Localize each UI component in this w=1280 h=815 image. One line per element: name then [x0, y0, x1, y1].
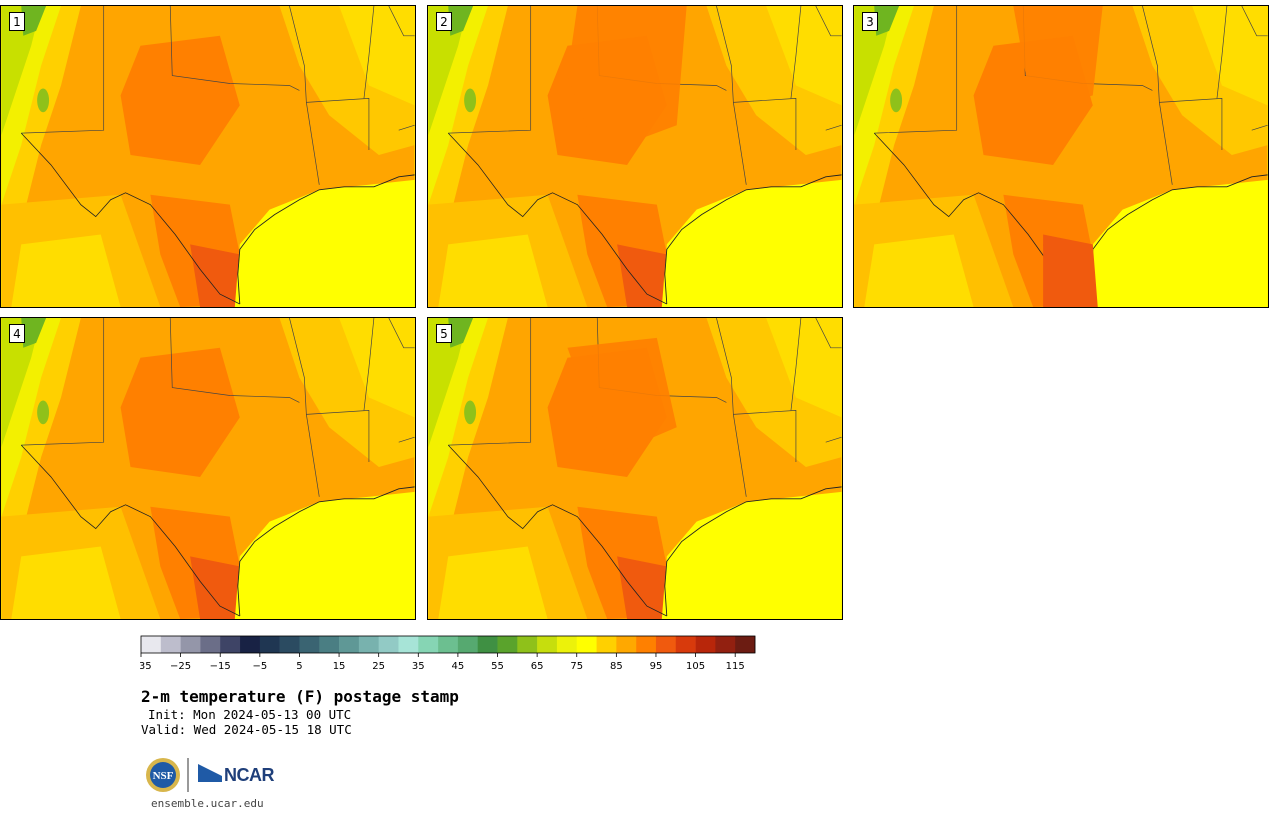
map-panel-1: 1 — [0, 5, 416, 308]
colorbar-swatch — [398, 636, 419, 653]
colorbar-tick-label: 15 — [333, 661, 346, 672]
colorbar-swatch — [279, 636, 300, 653]
panel-label: 3 — [862, 12, 878, 31]
colorbar-tick-label: 55 — [491, 661, 504, 672]
colorbar-tick-label: 105 — [686, 661, 705, 672]
colorbar-swatch — [735, 636, 756, 653]
colorbar-tick-label: −25 — [170, 661, 191, 672]
init-time: Init: Mon 2024-05-13 00 UTC — [148, 707, 352, 722]
colorbar-frame — [140, 635, 756, 654]
map-panel-5: 5 — [427, 317, 843, 620]
panel-label: 1 — [9, 12, 25, 31]
map-panel-2: 2 — [427, 5, 843, 308]
colorbar-swatch — [596, 636, 617, 653]
colorbar-swatch — [240, 636, 261, 653]
colorbar-tick-label: 85 — [610, 661, 623, 672]
colorbar-swatch — [457, 636, 479, 653]
colorbar-tick-label: 115 — [726, 661, 745, 672]
temperature-map — [854, 6, 1268, 307]
colorbar-tick-label: 75 — [570, 661, 583, 672]
panel-label: 2 — [436, 12, 452, 31]
colorbar-swatch — [259, 636, 280, 653]
nsf-text: NSF — [153, 770, 174, 782]
colorbar-swatch — [636, 636, 657, 653]
map-panel-4: 4 — [0, 317, 416, 620]
colorbar-swatch — [319, 636, 340, 653]
temperature-map — [1, 6, 415, 307]
colorbar-tick-label: 45 — [452, 661, 465, 672]
figure-title: 2-m temperature (F) postage stamp — [141, 687, 459, 706]
colorbar-swatch — [299, 636, 320, 653]
colorbar-tick-label: 65 — [531, 661, 544, 672]
colorbar-tick-label: −5 — [252, 661, 267, 672]
colorbar: −35 −25 −15 −5 5 15 25 35 45 55 65 75 85 95 105 115 — [140, 635, 756, 672]
temperature-map — [428, 318, 842, 619]
colorbar-tick-label: 35 — [412, 661, 425, 672]
colorbar-swatch — [339, 636, 360, 653]
colorbar-swatch — [497, 636, 518, 653]
colorbar-swatch — [180, 636, 201, 653]
colorbar-swatch — [141, 636, 162, 653]
colorbar-swatch — [695, 636, 716, 653]
colorbar-tick-label: −15 — [210, 661, 231, 672]
temperature-map — [1, 318, 415, 619]
colorbar-tick-label: 95 — [650, 661, 663, 672]
colorbar-swatch — [517, 636, 538, 653]
colorbar-swatch — [655, 636, 677, 653]
colorbar-swatch — [715, 636, 736, 653]
colorbar-swatch — [378, 636, 399, 653]
colorbar-tick-label: −35 — [140, 661, 152, 672]
temperature-map — [428, 6, 842, 307]
valid-time: Valid: Wed 2024-05-15 18 UTC — [141, 722, 352, 737]
site-url[interactable]: ensemble.ucar.edu — [151, 797, 264, 810]
colorbar-swatch — [358, 636, 379, 653]
colorbar-swatch — [675, 636, 696, 653]
colorbar-swatch — [537, 636, 558, 653]
ncar-text: NCAR — [224, 765, 275, 785]
colorbar-swatch — [160, 636, 181, 653]
colorbar-swatch — [477, 636, 498, 653]
colorbar-swatch — [418, 636, 439, 653]
colorbar-tick-label: 25 — [372, 661, 385, 672]
map-panel-3: 3 — [853, 5, 1269, 308]
colorbar-swatch — [576, 636, 597, 653]
nsf-logo: NSF — [146, 758, 222, 792]
panel-label: 5 — [436, 324, 452, 343]
panel-label: 4 — [9, 324, 25, 343]
colorbar-tick-label: 5 — [296, 661, 302, 672]
logos: NSF NCAR — [144, 756, 284, 796]
colorbar-swatch — [220, 636, 241, 653]
colorbar-swatch — [556, 636, 578, 653]
colorbar-swatch — [438, 636, 459, 653]
colorbar-swatch — [616, 636, 637, 653]
colorbar-swatch — [200, 636, 221, 653]
